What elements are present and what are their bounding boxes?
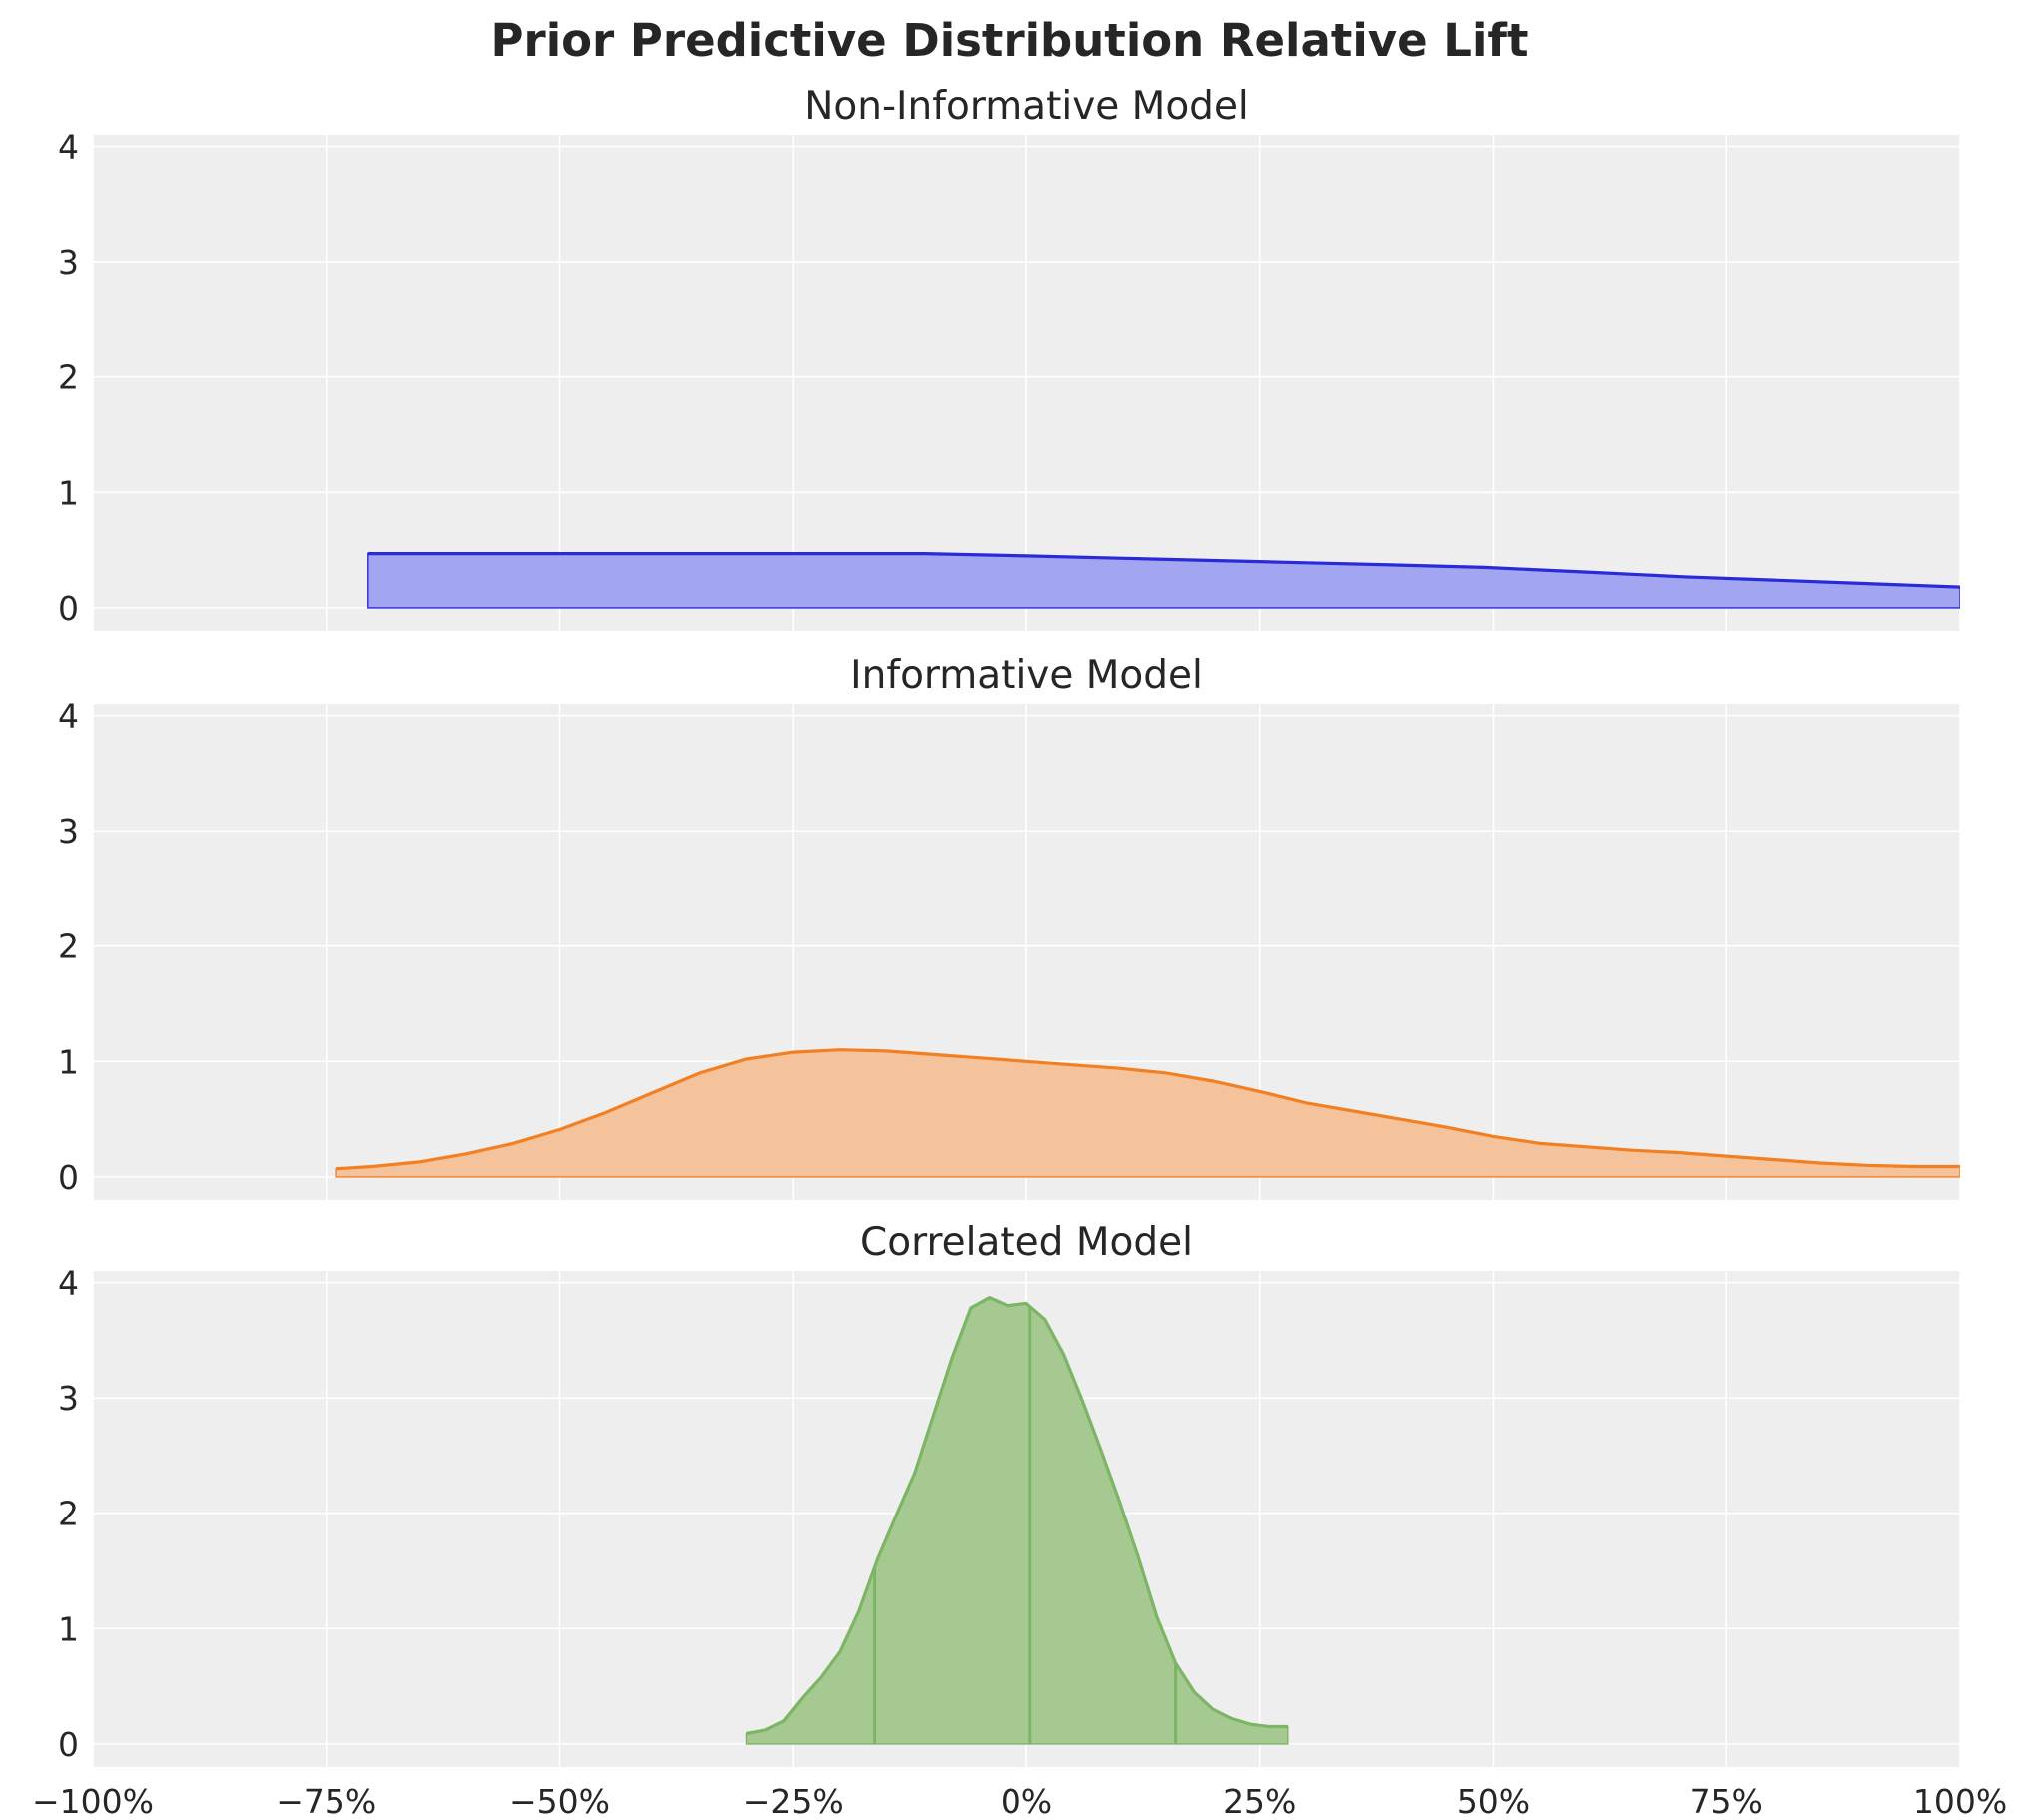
panel-title: Non-Informative Model: [804, 84, 1249, 129]
x-tick-label: −75%: [276, 1782, 376, 1820]
x-tick-label: 50%: [1457, 1782, 1530, 1820]
y-tick-label: 0: [58, 1158, 79, 1197]
y-tick-label: 0: [58, 1725, 79, 1764]
density-line: [367, 552, 1960, 589]
x-tick-label: 0%: [1001, 1782, 1052, 1820]
x-axis: −100% −75% −50% −25% 0% 25% 50% 75% 100%: [32, 1782, 2007, 1820]
y-tick-label: 4: [58, 697, 79, 736]
panel-1: Informative Model 0 1 2 3 4: [58, 653, 1961, 1200]
y-tick-label: 3: [58, 243, 79, 282]
x-tick-label: −25%: [743, 1782, 844, 1820]
y-tick-label: 0: [58, 589, 79, 628]
y-tick-label: 1: [58, 473, 79, 512]
x-tick-label: 75%: [1690, 1782, 1763, 1820]
chart-title: Prior Predictive Distribution Relative L…: [491, 14, 1529, 67]
density-line: [746, 1295, 1288, 1736]
y-tick-label: 1: [58, 1042, 79, 1081]
y-tick-label: 1: [58, 1609, 79, 1648]
x-tick-label: 25%: [1223, 1782, 1296, 1820]
density-line: [336, 1048, 1960, 1171]
y-tick-label: 2: [58, 1495, 79, 1533]
y-tick-label: 2: [58, 927, 79, 966]
panel-title: Informative Model: [850, 653, 1203, 698]
y-tick-label: 4: [58, 1264, 79, 1303]
panel-title: Correlated Model: [860, 1220, 1193, 1265]
y-tick-label: 3: [58, 1379, 79, 1418]
panel-0: Non-Informative Model 0 1 2 3 4: [58, 84, 1961, 631]
x-tick-label: −50%: [509, 1782, 610, 1820]
y-tick-label: 2: [58, 358, 79, 397]
y-tick-label: 4: [58, 128, 79, 167]
x-tick-label: 100%: [1913, 1782, 2007, 1820]
y-tick-label: 3: [58, 812, 79, 851]
panel-2: Correlated Model 0 1 2 3 4: [58, 1220, 1961, 1767]
x-tick-label: −100%: [32, 1782, 154, 1820]
